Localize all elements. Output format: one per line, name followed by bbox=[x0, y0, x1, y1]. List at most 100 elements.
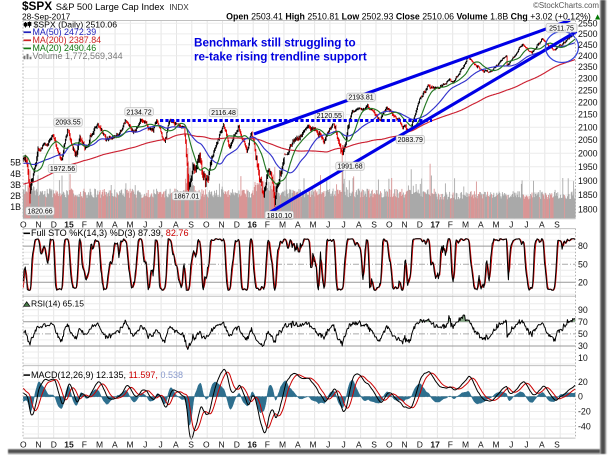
svg-text:J: J bbox=[341, 439, 345, 449]
svg-text:MA(20) 2490.46: MA(20) 2490.46 bbox=[33, 43, 97, 53]
svg-text:0: 0 bbox=[578, 392, 583, 402]
svg-text:O: O bbox=[20, 439, 27, 449]
svg-text:D: D bbox=[417, 439, 423, 449]
svg-text:15: 15 bbox=[64, 439, 74, 449]
svg-text:A: A bbox=[112, 219, 118, 229]
svg-text:1867.01: 1867.01 bbox=[174, 194, 199, 201]
svg-text:10: 10 bbox=[578, 353, 588, 363]
svg-text:2120.55: 2120.55 bbox=[317, 113, 342, 120]
svg-text:S: S bbox=[554, 219, 560, 229]
svg-text:A: A bbox=[295, 439, 301, 449]
svg-text:M: M bbox=[279, 219, 286, 229]
svg-text:F: F bbox=[82, 219, 87, 229]
svg-text:F: F bbox=[448, 439, 453, 449]
svg-text:re-take rising trendline suppo: re-take rising trendline support bbox=[194, 50, 367, 63]
svg-text:J: J bbox=[509, 219, 513, 229]
svg-text:16: 16 bbox=[247, 439, 257, 449]
svg-text:O: O bbox=[203, 219, 210, 229]
svg-text:F: F bbox=[265, 219, 270, 229]
svg-text:A: A bbox=[295, 219, 301, 229]
svg-text:2450: 2450 bbox=[578, 40, 598, 50]
svg-text:J: J bbox=[524, 439, 528, 449]
svg-text:-40: -40 bbox=[578, 422, 591, 432]
svg-text:M: M bbox=[310, 219, 317, 229]
svg-text:17: 17 bbox=[430, 439, 440, 449]
svg-text:D: D bbox=[234, 219, 240, 229]
svg-text:15: 15 bbox=[64, 219, 74, 229]
svg-text:A: A bbox=[173, 439, 179, 449]
svg-text:1800: 1800 bbox=[578, 205, 598, 215]
svg-text:J: J bbox=[143, 439, 147, 449]
svg-text:A: A bbox=[356, 219, 362, 229]
svg-text:S: S bbox=[371, 439, 377, 449]
svg-text:16: 16 bbox=[247, 219, 257, 229]
svg-text:2134.72: 2134.72 bbox=[126, 109, 151, 116]
svg-text:1991.68: 1991.68 bbox=[337, 164, 362, 171]
svg-text:2B: 2B bbox=[10, 191, 21, 201]
svg-text:2083.79: 2083.79 bbox=[398, 137, 423, 144]
svg-text:2200: 2200 bbox=[578, 97, 598, 107]
svg-text:90: 90 bbox=[578, 305, 588, 315]
svg-text:M: M bbox=[127, 219, 134, 229]
svg-text:F: F bbox=[448, 219, 453, 229]
svg-text:S: S bbox=[554, 439, 560, 449]
svg-text:2511.75: 2511.75 bbox=[549, 25, 574, 32]
svg-text:S: S bbox=[371, 219, 377, 229]
svg-text:20: 20 bbox=[578, 377, 588, 387]
svg-text:20: 20 bbox=[578, 277, 588, 287]
svg-text:4B: 4B bbox=[10, 169, 21, 179]
svg-text:S: S bbox=[188, 219, 194, 229]
svg-text:17: 17 bbox=[430, 219, 440, 229]
svg-text:M: M bbox=[493, 439, 500, 449]
svg-text:3B: 3B bbox=[10, 180, 21, 190]
svg-text:M: M bbox=[462, 219, 469, 229]
svg-text:Full STO %K(14,3) %D(3) 87.39,: Full STO %K(14,3) %D(3) 87.39, 82.76 bbox=[31, 228, 189, 238]
svg-text:F: F bbox=[82, 439, 87, 449]
svg-text:A: A bbox=[173, 219, 179, 229]
svg-text:50: 50 bbox=[578, 329, 588, 339]
svg-text:J: J bbox=[158, 439, 162, 449]
svg-text:M: M bbox=[493, 219, 500, 229]
svg-text:O: O bbox=[386, 219, 393, 229]
svg-text:J: J bbox=[143, 219, 147, 229]
svg-text:©StockCharts.com: ©StockCharts.com bbox=[533, 1, 599, 10]
svg-text:$SPX (Daily) 2510.06: $SPX (Daily) 2510.06 bbox=[34, 19, 118, 29]
svg-text:D: D bbox=[417, 219, 423, 229]
svg-text:Benchmark still struggling to: Benchmark still struggling to bbox=[194, 36, 356, 49]
svg-text:A: A bbox=[356, 439, 362, 449]
svg-text:$SPX: $SPX bbox=[22, 0, 52, 13]
svg-text:M: M bbox=[96, 439, 103, 449]
svg-text:O: O bbox=[20, 219, 27, 229]
svg-text:S&P 500 Large Cap Index: S&P 500 Large Cap Index bbox=[56, 2, 165, 12]
svg-text:D: D bbox=[234, 439, 240, 449]
svg-text:A: A bbox=[539, 219, 545, 229]
svg-text:1810.10: 1810.10 bbox=[267, 213, 292, 220]
svg-text:2500: 2500 bbox=[578, 29, 598, 39]
svg-text:N: N bbox=[35, 439, 41, 449]
svg-text:M: M bbox=[279, 439, 286, 449]
svg-text:80: 80 bbox=[578, 241, 588, 251]
svg-text:50: 50 bbox=[578, 259, 588, 269]
svg-text:2400: 2400 bbox=[578, 51, 598, 61]
svg-text:J: J bbox=[524, 219, 528, 229]
svg-text:J: J bbox=[158, 219, 162, 229]
svg-text:N: N bbox=[402, 219, 408, 229]
svg-text:2050: 2050 bbox=[578, 135, 598, 145]
svg-text:2000: 2000 bbox=[578, 148, 598, 158]
svg-text:J: J bbox=[509, 439, 513, 449]
svg-text:M: M bbox=[310, 439, 317, 449]
svg-text:2150: 2150 bbox=[578, 110, 598, 120]
svg-text:J: J bbox=[326, 439, 330, 449]
svg-text:S: S bbox=[188, 439, 194, 449]
svg-text:MA(50) 2472.39: MA(50) 2472.39 bbox=[33, 27, 97, 37]
svg-text:2250: 2250 bbox=[578, 85, 598, 95]
svg-text:5B: 5B bbox=[10, 158, 21, 168]
svg-text:INDX: INDX bbox=[169, 3, 189, 12]
svg-text:2100: 2100 bbox=[578, 122, 598, 132]
svg-text:A: A bbox=[112, 439, 118, 449]
svg-text:30: 30 bbox=[578, 341, 588, 351]
svg-text:2300: 2300 bbox=[578, 74, 598, 84]
svg-text:Volume 1,772,569,344: Volume 1,772,569,344 bbox=[33, 51, 123, 61]
svg-text:1820.66: 1820.66 bbox=[27, 209, 52, 216]
svg-text:M: M bbox=[127, 439, 134, 449]
